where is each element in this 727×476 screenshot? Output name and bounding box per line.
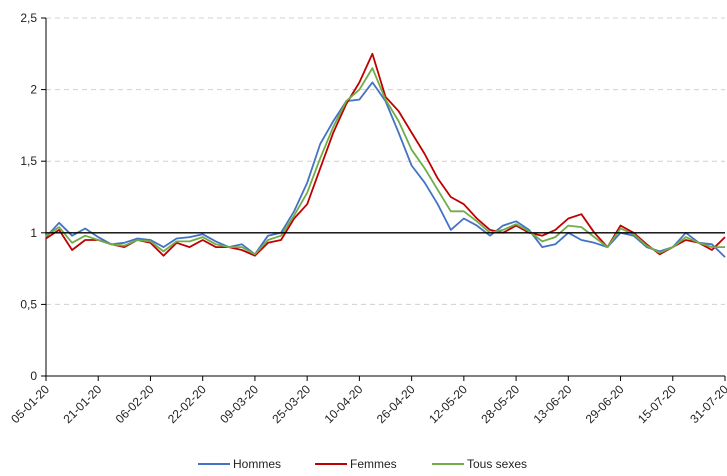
series-lines	[45, 52, 726, 258]
y-tick-label: 2,5	[20, 11, 37, 25]
x-tick-label: 22-02-20	[165, 382, 209, 426]
grid-lines	[46, 17, 725, 305]
series-line-1	[45, 52, 726, 257]
y-tick-label: 1	[30, 226, 37, 240]
x-tick-label: 31-07-20	[687, 382, 727, 426]
x-tick-label: 21-01-20	[60, 382, 104, 426]
x-tick-label: 09-03-20	[217, 382, 261, 426]
legend-label-1: Femmes	[350, 457, 397, 471]
x-tick-label: 05-01-20	[8, 382, 52, 426]
y-tick-label: 2	[30, 83, 37, 97]
legend-label-0: Hommes	[233, 457, 281, 471]
y-axis: 0 0,5 1 1,5 2 2,5	[20, 11, 47, 383]
x-tick-label: 10-04-20	[322, 382, 366, 426]
y-tick-label: 1,5	[20, 154, 37, 168]
x-tick-label: 26-04-20	[374, 382, 418, 426]
legend: Hommes Femmes Tous sexes	[198, 457, 527, 471]
series-line-2	[45, 67, 725, 256]
x-tick-label: 28-05-20	[478, 382, 522, 426]
x-tick-label: 12-05-20	[426, 382, 470, 426]
x-tick-label: 13-06-20	[531, 382, 575, 426]
x-tick-label: 25-03-20	[269, 382, 313, 426]
x-tick-label: 15-07-20	[635, 382, 679, 426]
y-tick-label: 0,5	[20, 297, 37, 311]
x-tick-label: 29-06-20	[583, 382, 627, 426]
series-line-0	[45, 81, 726, 258]
legend-label-2: Tous sexes	[467, 457, 527, 471]
y-tick-label: 0	[30, 369, 37, 383]
x-tick-label: 06-02-20	[113, 382, 157, 426]
x-axis: 05-01-20 21-01-20 06-02-20 22-02-20 09-03-20…	[8, 375, 727, 426]
